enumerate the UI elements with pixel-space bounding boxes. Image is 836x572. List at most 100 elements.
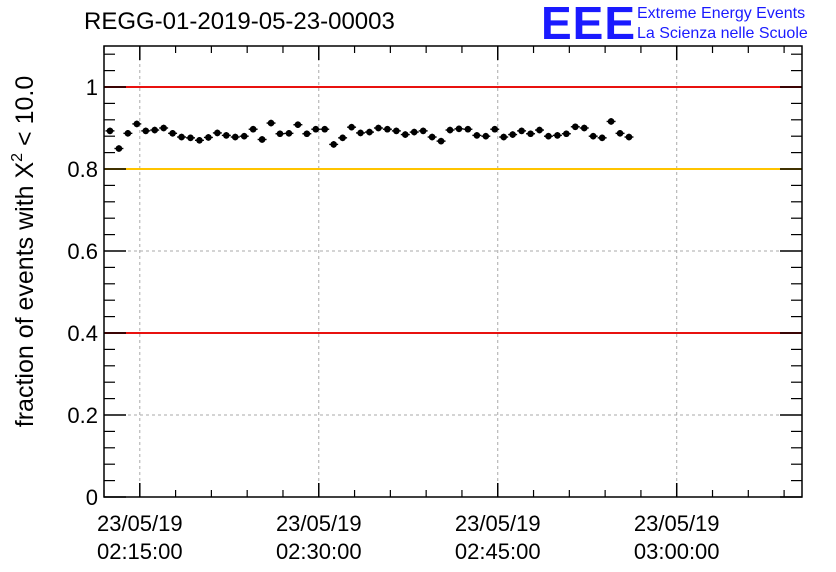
data-point <box>526 130 536 138</box>
data-point <box>275 130 285 138</box>
reference-lines <box>104 86 802 334</box>
data-point <box>177 133 187 141</box>
data-point <box>257 136 267 143</box>
grid-lines <box>104 46 802 498</box>
data-point <box>302 130 312 138</box>
y-tick-label: 0.8 <box>67 157 98 182</box>
data-point <box>373 124 383 132</box>
data-point <box>561 130 571 138</box>
data-point <box>132 120 142 128</box>
data-point <box>329 141 339 148</box>
y-axis-label-exponent: 2 <box>9 153 26 162</box>
data-point-marker <box>285 130 293 137</box>
data-point-marker <box>222 132 230 139</box>
data-point-marker <box>527 130 534 138</box>
data-point-marker <box>312 125 320 133</box>
data-series <box>105 118 634 152</box>
data-point <box>311 125 321 133</box>
y-axis-label-prefix: fraction of events with <box>11 179 39 428</box>
y-axis-label-symbol: Χ <box>11 162 39 179</box>
data-point-marker <box>437 137 445 145</box>
y-axis-label: fraction of events with Χ2 < 10.0 <box>9 76 39 427</box>
data-point-marker <box>464 125 472 133</box>
data-point-marker <box>321 125 329 133</box>
data-point <box>159 124 169 132</box>
data-point-marker <box>133 120 141 128</box>
data-point <box>508 131 518 138</box>
data-point <box>454 125 464 133</box>
data-point-marker <box>509 131 516 138</box>
data-point <box>436 137 446 145</box>
data-point-marker <box>410 128 418 136</box>
data-point <box>543 132 553 140</box>
data-point <box>123 130 133 137</box>
data-point <box>490 125 500 133</box>
data-point <box>570 123 580 131</box>
x-tick-date-label: 23/05/19 <box>97 511 183 536</box>
data-point-marker <box>231 133 239 141</box>
data-point-marker <box>571 123 579 131</box>
logo-line-1: Extreme Energy Events <box>637 5 806 22</box>
data-point-marker <box>357 129 364 137</box>
x-tick-date-label: 23/05/19 <box>276 511 362 536</box>
data-point-marker <box>303 130 311 138</box>
data-point <box>194 137 204 144</box>
data-point-marker <box>518 127 525 135</box>
data-point-marker <box>240 132 248 140</box>
data-point <box>230 133 240 141</box>
data-point-marker <box>616 130 624 137</box>
data-point <box>624 133 634 141</box>
x-tick-date-label: 23/05/19 <box>455 511 541 536</box>
data-point-marker <box>563 130 570 138</box>
x-tick-time-label: 02:30:00 <box>276 539 362 564</box>
data-point <box>284 130 294 137</box>
data-point <box>400 131 410 138</box>
data-point <box>391 127 401 135</box>
data-point-marker <box>607 118 615 125</box>
data-point-marker <box>115 145 123 152</box>
data-point <box>445 126 455 134</box>
data-point-marker <box>545 132 552 140</box>
x-tick-date-label: 23/05/19 <box>634 511 720 536</box>
data-point <box>320 125 330 133</box>
data-point-marker <box>339 134 346 142</box>
plot-frame <box>103 45 803 498</box>
data-point-marker <box>625 133 633 141</box>
data-point-marker <box>330 141 337 148</box>
logo-letters: EEE <box>541 0 637 49</box>
data-point-marker <box>401 131 409 138</box>
data-point-marker <box>393 127 400 135</box>
logo-line-2: La Scienza nelle Scuole <box>637 25 808 42</box>
y-tick-label: 0 <box>86 485 98 510</box>
data-point-marker <box>124 130 132 137</box>
data-point <box>552 132 562 139</box>
data-point <box>499 133 509 141</box>
data-point <box>606 118 616 125</box>
data-point-marker <box>366 128 373 136</box>
data-point-marker <box>249 125 257 133</box>
data-point <box>141 127 151 135</box>
data-point <box>472 132 482 139</box>
data-point <box>105 127 115 135</box>
data-point-marker <box>258 136 266 143</box>
data-point <box>517 127 527 135</box>
data-point <box>114 145 124 152</box>
data-point-marker <box>554 132 561 139</box>
y-tick-label: 0.2 <box>67 403 98 428</box>
data-point-marker <box>536 126 543 134</box>
data-point-marker <box>375 124 382 132</box>
data-point-marker <box>142 127 150 135</box>
y-tick-label: 0.6 <box>67 239 98 264</box>
data-point-marker <box>196 137 203 144</box>
data-point <box>418 127 428 135</box>
data-point-marker <box>455 125 463 133</box>
data-point <box>463 125 473 133</box>
data-point-marker <box>169 130 176 137</box>
data-point <box>239 132 249 140</box>
data-point-marker <box>267 119 275 127</box>
data-point <box>597 134 607 142</box>
data-point <box>588 132 598 140</box>
data-point <box>212 129 222 137</box>
data-point-marker <box>178 133 185 141</box>
data-point-marker <box>205 134 212 141</box>
